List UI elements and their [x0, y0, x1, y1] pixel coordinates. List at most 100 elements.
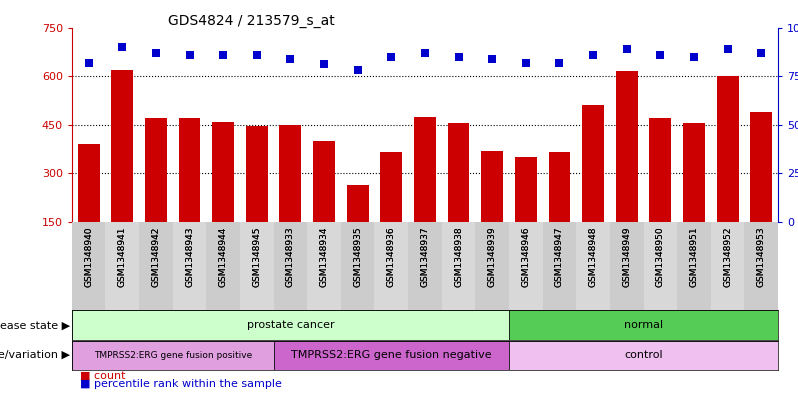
Text: GDS4824 / 213579_s_at: GDS4824 / 213579_s_at	[168, 14, 334, 28]
Bar	[72, 310, 509, 340]
Text: control: control	[624, 351, 663, 360]
Text: GSM1348951: GSM1348951	[689, 226, 698, 287]
Point	[587, 51, 599, 58]
Point	[82, 59, 95, 66]
Text: ■ percentile rank within the sample: ■ percentile rank within the sample	[80, 379, 282, 389]
Text: GSM1348952: GSM1348952	[723, 226, 732, 287]
Point	[251, 51, 263, 58]
Text: GSM1348944: GSM1348944	[219, 226, 227, 287]
Bar	[212, 121, 234, 222]
Text: GSM1348953: GSM1348953	[757, 226, 766, 287]
Text: TMPRSS2:ERG gene fusion positive: TMPRSS2:ERG gene fusion positive	[93, 351, 252, 360]
Bar	[145, 118, 167, 222]
Bar	[77, 144, 100, 222]
Point	[418, 50, 431, 56]
Text: GSM1348948: GSM1348948	[589, 226, 598, 287]
Text: GSM1348934: GSM1348934	[319, 226, 329, 287]
Point	[183, 51, 196, 58]
Text: GSM1348946: GSM1348946	[521, 226, 531, 287]
Point	[217, 51, 230, 58]
Text: GSM1348939: GSM1348939	[488, 226, 496, 287]
Bar	[313, 141, 335, 222]
Text: GSM1348950: GSM1348950	[656, 226, 665, 287]
Bar	[650, 118, 671, 222]
Point	[452, 53, 465, 60]
Text: GSM1348936: GSM1348936	[387, 226, 396, 287]
Bar	[112, 70, 133, 222]
Bar	[246, 127, 267, 222]
Text: GSM1348937: GSM1348937	[421, 226, 429, 287]
Point	[620, 46, 633, 52]
Text: GSM1348942: GSM1348942	[152, 226, 160, 287]
Text: disease state ▶: disease state ▶	[0, 320, 70, 330]
Bar	[381, 152, 402, 222]
Text: GSM1348936: GSM1348936	[387, 226, 396, 287]
Text: GSM1348945: GSM1348945	[252, 226, 261, 287]
Text: GSM1348933: GSM1348933	[286, 226, 295, 287]
Bar	[172, 222, 207, 310]
Text: GSM1348953: GSM1348953	[757, 226, 766, 287]
Text: TMPRSS2:ERG gene fusion negative: TMPRSS2:ERG gene fusion negative	[291, 351, 492, 360]
Bar	[408, 222, 442, 310]
Point	[755, 50, 768, 56]
Text: GSM1348938: GSM1348938	[454, 226, 463, 287]
Bar	[616, 71, 638, 222]
Point	[486, 55, 499, 62]
Text: GSM1348933: GSM1348933	[286, 226, 295, 287]
Bar	[307, 222, 341, 310]
Point	[116, 44, 128, 50]
Point	[351, 67, 364, 73]
Bar	[72, 222, 105, 310]
Bar	[442, 222, 476, 310]
Point	[318, 61, 330, 68]
Bar	[347, 185, 369, 222]
Text: GSM1348943: GSM1348943	[185, 226, 194, 287]
Bar	[476, 222, 509, 310]
Bar	[481, 151, 503, 222]
Text: GSM1348939: GSM1348939	[488, 226, 496, 287]
Bar	[750, 112, 772, 222]
Bar	[279, 125, 302, 222]
Bar	[745, 222, 778, 310]
Text: prostate cancer: prostate cancer	[247, 320, 334, 330]
Point	[149, 50, 162, 56]
Text: GSM1348951: GSM1348951	[689, 226, 698, 287]
Bar	[274, 341, 509, 370]
Text: GSM1348946: GSM1348946	[521, 226, 531, 287]
Bar	[717, 76, 738, 222]
Bar	[105, 222, 139, 310]
Text: GSM1348947: GSM1348947	[555, 226, 564, 287]
Bar	[576, 222, 610, 310]
Text: GSM1348944: GSM1348944	[219, 226, 227, 287]
Bar	[509, 341, 778, 370]
Text: GSM1348935: GSM1348935	[354, 226, 362, 287]
Bar	[678, 222, 711, 310]
Bar	[448, 123, 469, 222]
Bar	[643, 222, 678, 310]
Text: GSM1348938: GSM1348938	[454, 226, 463, 287]
Text: ■ count: ■ count	[80, 371, 125, 380]
Bar	[515, 157, 537, 222]
Bar	[72, 341, 274, 370]
Bar	[548, 152, 571, 222]
Text: normal: normal	[624, 320, 663, 330]
Text: GSM1348935: GSM1348935	[354, 226, 362, 287]
Text: GSM1348941: GSM1348941	[118, 226, 127, 287]
Bar	[543, 222, 576, 310]
Point	[721, 46, 734, 52]
Bar	[683, 123, 705, 222]
Text: GSM1348937: GSM1348937	[421, 226, 429, 287]
Text: GSM1348947: GSM1348947	[555, 226, 564, 287]
Bar	[711, 222, 745, 310]
Bar	[583, 105, 604, 222]
Text: GSM1348949: GSM1348949	[622, 226, 631, 287]
Text: GSM1348948: GSM1348948	[589, 226, 598, 287]
Text: GSM1348940: GSM1348940	[84, 226, 93, 287]
Bar	[341, 222, 374, 310]
Text: GSM1348952: GSM1348952	[723, 226, 732, 287]
Bar	[179, 118, 200, 222]
Point	[553, 59, 566, 66]
Text: GSM1348943: GSM1348943	[185, 226, 194, 287]
Point	[284, 55, 297, 62]
Text: GSM1348949: GSM1348949	[622, 226, 631, 287]
